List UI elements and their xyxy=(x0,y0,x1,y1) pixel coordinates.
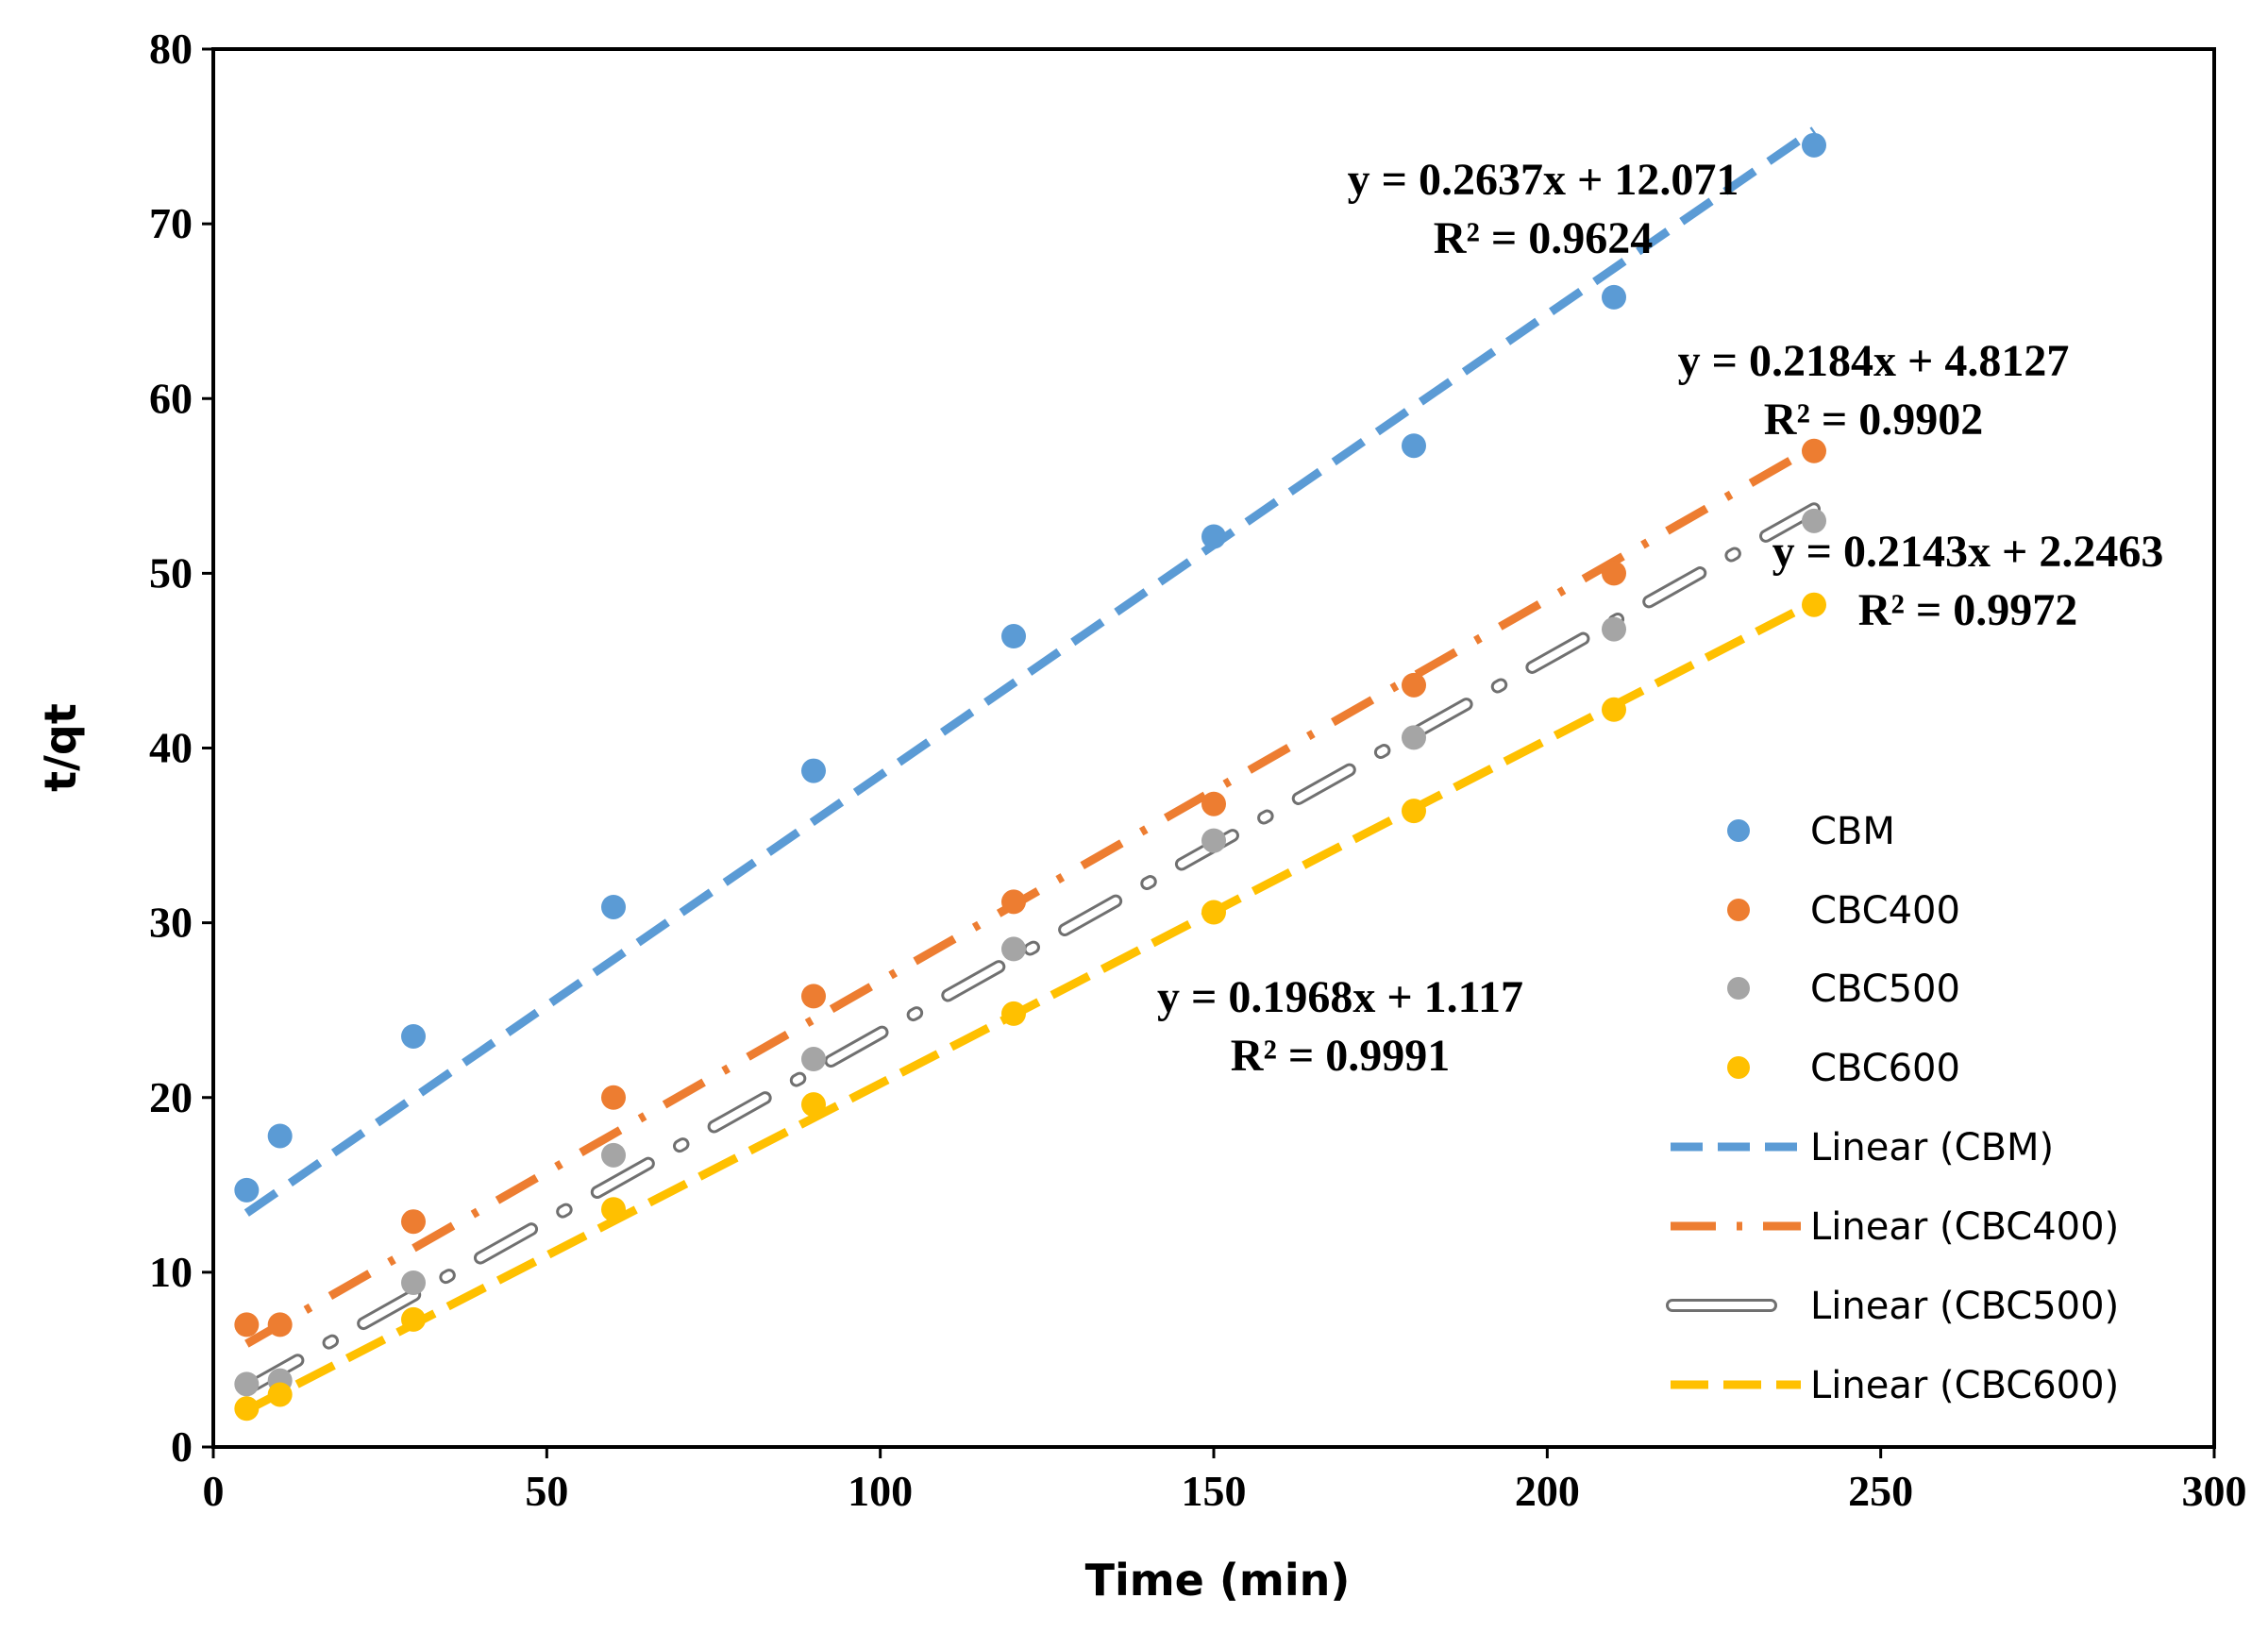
data-point-cbc400 xyxy=(401,1209,426,1235)
y-tick-label: 40 xyxy=(149,724,193,772)
y-tick-label: 80 xyxy=(149,25,193,73)
data-point-cbm xyxy=(1602,284,1626,310)
data-point-cbm xyxy=(801,758,826,783)
data-point-cbm xyxy=(1001,624,1026,649)
data-point-cbc600 xyxy=(1201,900,1226,925)
data-point-cbc600 xyxy=(1001,1001,1026,1026)
r-squared-cbc400: R² = 0.9902 xyxy=(1764,395,1983,445)
y-tick-label: 70 xyxy=(149,199,193,247)
x-axis-title: Time (min) xyxy=(1085,1555,1351,1606)
legend-marker-cbc600 xyxy=(1727,1056,1750,1079)
legend-label-cbm: CBM xyxy=(1810,810,1895,853)
r-squared-cbm: R² = 0.9624 xyxy=(1434,213,1653,263)
trendline-cbm xyxy=(244,126,1817,1217)
data-point-cbc600 xyxy=(1602,697,1626,722)
x-tick-label: 100 xyxy=(848,1467,913,1515)
r-squared-cbc600: R² = 0.9991 xyxy=(1231,1031,1450,1081)
equation-cbc400: y = 0.2184x + 4.8127 xyxy=(1678,336,2070,386)
data-point-cbc600 xyxy=(267,1382,293,1407)
x-tick-label: 0 xyxy=(203,1467,225,1515)
trendline-cbc500 xyxy=(240,502,1821,1396)
legend-label-linear-cbc500: Linear (CBC500) xyxy=(1810,1285,2119,1328)
data-point-cbm xyxy=(1201,524,1226,549)
data-point-cbc600 xyxy=(1802,592,1826,617)
equation-cbc600: y = 0.1968x + 1.117 xyxy=(1157,972,1523,1022)
data-point-cbc500 xyxy=(1602,616,1626,642)
data-point-cbc500 xyxy=(401,1270,426,1295)
y-tick-label: 0 xyxy=(171,1422,193,1471)
data-point-cbc600 xyxy=(801,1092,826,1118)
data-point-cbc400 xyxy=(234,1312,260,1338)
equation-cbc500: y = 0.2143x + 2.2463 xyxy=(1772,527,2164,577)
data-point-cbm xyxy=(267,1123,293,1149)
y-axis-title: t/qt xyxy=(35,703,86,792)
data-point-cbc400 xyxy=(601,1085,626,1110)
y-tick-label: 10 xyxy=(149,1248,193,1296)
y-tick-label: 60 xyxy=(149,374,193,422)
data-point-cbm xyxy=(234,1177,260,1203)
data-point-layer xyxy=(234,132,1826,1422)
data-point-cbc500 xyxy=(1001,936,1026,962)
data-point-cbc400 xyxy=(1802,438,1826,463)
y-tick-label: 20 xyxy=(149,1073,193,1121)
legend: CBM CBC400 CBC500 CBC600 Linear (CBM) Li… xyxy=(1666,810,2119,1407)
trendline-layer xyxy=(240,126,1821,1415)
data-point-cbc400 xyxy=(267,1312,293,1338)
data-point-cbc400 xyxy=(1201,791,1226,816)
data-point-cbm xyxy=(401,1023,426,1049)
x-tick-label: 50 xyxy=(525,1467,568,1515)
data-point-cbc600 xyxy=(234,1396,260,1422)
data-point-cbc500 xyxy=(1201,828,1226,853)
x-tick-label: 200 xyxy=(1515,1467,1580,1515)
trendline-cbc600 xyxy=(244,597,1817,1415)
x-tick-label: 300 xyxy=(2182,1467,2247,1515)
data-point-cbc500 xyxy=(801,1047,826,1072)
data-point-cbc500 xyxy=(601,1142,626,1168)
annotation-cbc400: y = 0.2184x + 4.8127 R² = 0.9902 xyxy=(1678,336,2070,445)
data-point-cbc600 xyxy=(401,1306,426,1332)
legend-label-cbc600: CBC600 xyxy=(1810,1047,1960,1090)
r-squared-cbc500: R² = 0.9972 xyxy=(1858,585,2077,635)
data-point-cbc500 xyxy=(1802,508,1826,533)
data-point-cbc600 xyxy=(1402,799,1426,824)
y-tick-label: 50 xyxy=(149,548,193,597)
legend-label-linear-cbc400: Linear (CBC400) xyxy=(1810,1205,2119,1249)
trendline-cbc400 xyxy=(244,443,1817,1348)
data-point-cbc600 xyxy=(601,1197,626,1222)
annotation-cbc500: y = 0.2143x + 2.2463 R² = 0.9972 xyxy=(1772,527,2164,635)
data-point-cbc500 xyxy=(234,1371,260,1397)
data-point-cbm xyxy=(1402,433,1426,459)
data-point-cbm xyxy=(601,894,626,919)
data-point-cbc400 xyxy=(1402,672,1426,698)
x-tick-label: 250 xyxy=(1848,1467,1913,1515)
annotation-cbc600: y = 0.1968x + 1.117 R² = 0.9991 xyxy=(1157,972,1523,1081)
legend-label-linear-cbc600: Linear (CBC600) xyxy=(1810,1364,2119,1407)
data-point-cbc400 xyxy=(1001,889,1026,915)
legend-marker-cbm xyxy=(1727,819,1750,842)
axis-ticks: 0 50 100 150 200 250 300 0 10 20 30 40 50 60 70 80 xyxy=(149,25,2247,1515)
data-point-cbc500 xyxy=(1402,725,1426,750)
equation-cbm: y = 0.2637x + 12.071 xyxy=(1348,155,1739,205)
data-point-cbc400 xyxy=(1602,561,1626,586)
legend-label-cbc400: CBC400 xyxy=(1810,889,1960,933)
legend-marker-cbc400 xyxy=(1727,899,1750,921)
legend-label-linear-cbm: Linear (CBM) xyxy=(1810,1126,2054,1169)
data-point-cbc400 xyxy=(801,984,826,1009)
y-tick-label: 30 xyxy=(149,899,193,947)
legend-label-cbc500: CBC500 xyxy=(1810,967,1960,1011)
data-point-cbm xyxy=(1802,132,1826,158)
legend-marker-cbc500 xyxy=(1727,977,1750,1000)
x-tick-label: 150 xyxy=(1182,1467,1247,1515)
annotation-cbm: y = 0.2637x + 12.071 R² = 0.9624 xyxy=(1348,155,1739,263)
